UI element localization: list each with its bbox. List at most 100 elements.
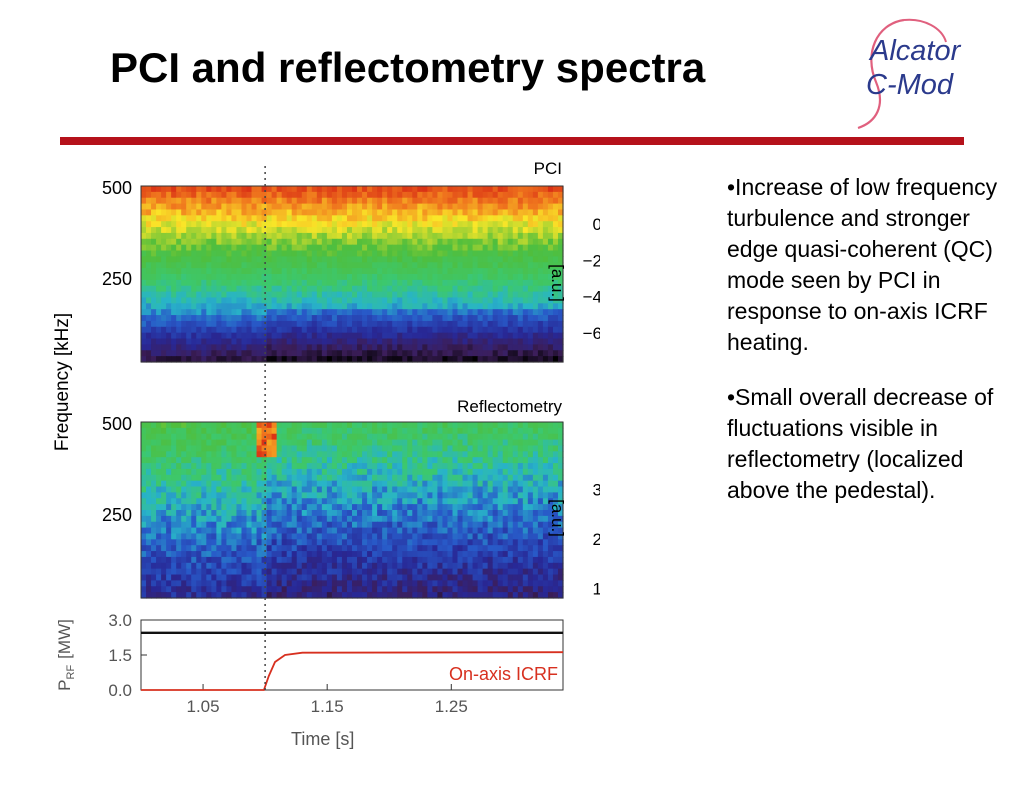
heatmap-cell: [211, 545, 217, 552]
heatmap-cell: [487, 539, 494, 546]
heatmap-cell: [412, 439, 418, 447]
heatmap-cell: [321, 297, 328, 304]
heatmap-cell: [336, 510, 343, 517]
heatmap-cell: [186, 510, 192, 517]
heatmap-cell: [216, 221, 222, 228]
heatmap-cell: [281, 463, 288, 470]
heatmap-cell: [321, 291, 328, 299]
heatmap-cell: [417, 197, 423, 205]
heatmap-cell: [166, 427, 172, 435]
heatmap-cell: [306, 197, 313, 205]
heatmap-cell: [482, 221, 489, 228]
heatmap-cell: [432, 262, 438, 269]
heatmap-cell: [527, 309, 534, 316]
heatmap-cell: [256, 562, 263, 570]
heatmap-cell: [146, 209, 152, 216]
heatmap-cell: [442, 326, 449, 334]
heatmap-cell: [502, 498, 509, 505]
heatmap-cell: [211, 203, 217, 211]
heatmap-cell: [336, 256, 343, 263]
heatmap-cell: [206, 191, 212, 199]
heatmap-cell: [432, 556, 438, 564]
heatmap-cell: [316, 422, 323, 429]
heatmap-cell: [146, 574, 152, 581]
heatmap-cell: [196, 492, 202, 499]
heatmap-cell: [457, 197, 464, 205]
heatmap-cell: [362, 422, 368, 429]
heatmap-cell: [346, 486, 353, 493]
heatmap-cell: [552, 186, 559, 193]
heatmap-cell: [346, 439, 353, 447]
heatmap-cell: [387, 433, 393, 441]
heatmap-cell: [407, 510, 413, 517]
heatmap-cell: [276, 215, 283, 222]
heatmap-cell: [221, 527, 227, 535]
heatmap-cell: [537, 504, 544, 511]
heatmap-cell: [311, 521, 318, 529]
heatmap-cell: [497, 515, 504, 523]
heatmap-cell: [266, 451, 273, 458]
heatmap-cell: [452, 551, 459, 558]
heatmap-cell: [377, 451, 383, 458]
heatmap-cell: [316, 326, 323, 334]
heatmap-cell: [191, 492, 197, 499]
heatmap-cell: [246, 468, 253, 476]
heatmap-cell: [377, 244, 383, 252]
heatmap-cell: [497, 574, 504, 581]
heatmap-cell: [522, 568, 529, 576]
heatmap-cell: [261, 504, 268, 511]
heatmap-cell: [492, 551, 499, 558]
heatmap-cell: [362, 203, 368, 211]
heatmap-cell: [352, 227, 358, 234]
heatmap-cell: [151, 451, 157, 458]
heatmap-cell: [186, 427, 192, 435]
heatmap-cell: [437, 303, 444, 310]
heatmap-cell: [557, 463, 564, 470]
heatmap-cell: [221, 574, 227, 581]
heatmap-cell: [482, 510, 489, 517]
heatmap-cell: [291, 232, 298, 240]
heatmap-cell: [151, 515, 157, 523]
heatmap-cell: [532, 486, 539, 493]
heatmap-cell: [271, 521, 278, 529]
heatmap-cell: [397, 209, 403, 216]
heatmap-cell: [146, 256, 152, 263]
heatmap-cell: [407, 463, 413, 470]
heatmap-cell: [432, 463, 438, 470]
heatmap-cell: [301, 551, 308, 558]
heatmap-cell: [507, 474, 514, 482]
heatmap-cell: [151, 422, 157, 429]
heatmap-cell: [387, 568, 393, 576]
heatmap-cell: [487, 244, 494, 252]
heatmap-cell: [422, 274, 428, 281]
heatmap-cell: [532, 433, 539, 441]
heatmap-cell: [251, 486, 258, 493]
heatmap-cell: [161, 568, 167, 576]
heatmap-cell: [487, 279, 494, 287]
heatmap-cell: [507, 568, 514, 576]
heatmap-cell: [316, 427, 323, 435]
heatmap-cell: [477, 186, 484, 193]
heatmap-cell: [236, 539, 243, 546]
heatmap-cell: [452, 433, 459, 441]
heatmap-cell: [537, 338, 544, 345]
heatmap-cell: [502, 203, 509, 211]
heatmap-cell: [402, 186, 408, 193]
heatmap-cell: [357, 315, 363, 322]
heatmap-cell: [432, 457, 438, 464]
heatmap-cell: [316, 244, 323, 252]
heatmap-cell: [427, 521, 433, 529]
heatmap-cell: [341, 320, 348, 328]
heatmap-cell: [352, 291, 358, 299]
heatmap-cell: [306, 480, 313, 488]
heatmap-cell: [206, 451, 212, 458]
heatmap-cell: [382, 498, 388, 505]
heatmap-cell: [397, 221, 403, 228]
heatmap-cell: [447, 574, 454, 581]
heatmap-cell: [206, 297, 212, 304]
heatmap-cell: [211, 250, 217, 257]
heatmap-cell: [171, 320, 177, 328]
heatmap-cell: [151, 486, 157, 493]
heatmap-cell: [377, 297, 383, 304]
heatmap-cell: [357, 515, 363, 523]
